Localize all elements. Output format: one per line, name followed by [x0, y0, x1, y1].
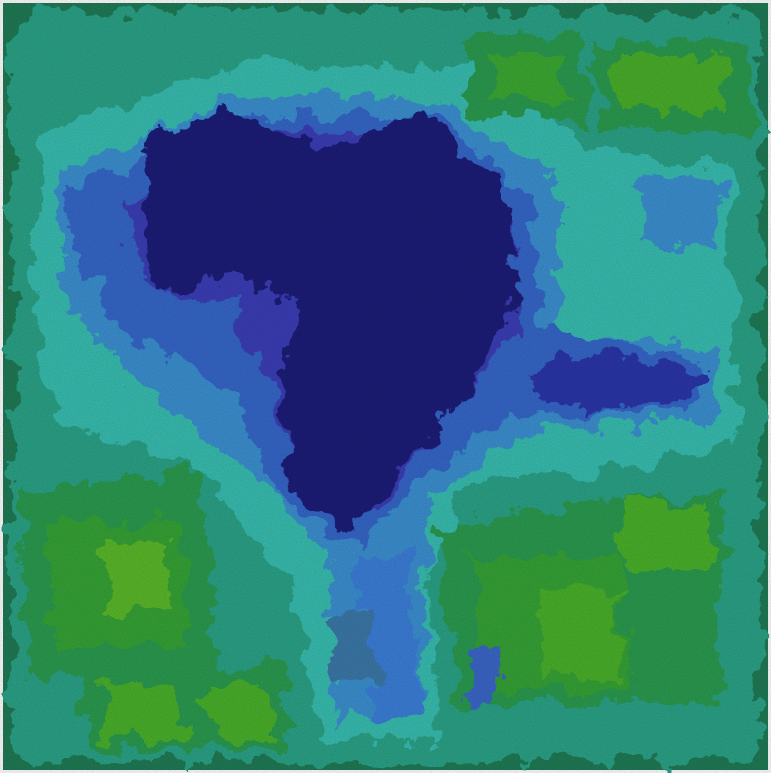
- terrain-map: [0, 0, 771, 773]
- page: (() => { const data = JSON.parse(documen…: [0, 0, 771, 773]
- terrain-texture: [3, 3, 768, 770]
